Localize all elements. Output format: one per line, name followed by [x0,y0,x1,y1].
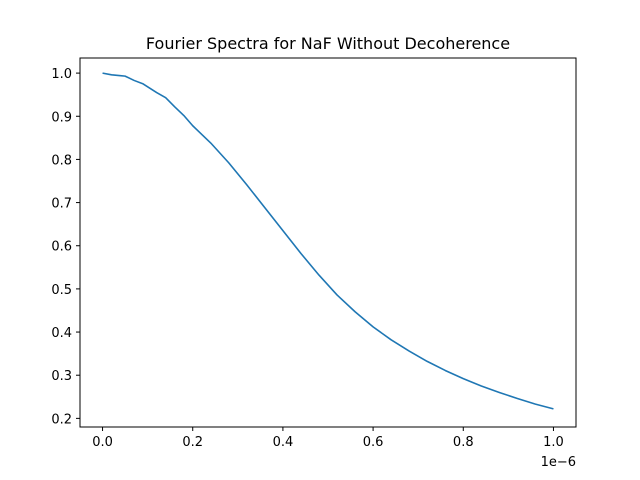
x-tick-label: 1.0 [543,435,564,450]
y-tick-label: 0.9 [51,110,72,125]
y-tick-label: 0.4 [51,326,72,341]
x-tick-label: 0.8 [453,435,474,450]
plot-area: 0.0 0.2 0.4 0.6 0.8 1.0 0.2 0.3 0.4 0.5 0.6 0.7 0.8 0… [51,67,563,450]
y-tick-label: 0.6 [51,240,72,255]
series-line-0 [102,72,554,410]
y-tick-label: 0.3 [51,369,72,384]
y-tick-label: 0.5 [51,283,72,298]
x-tick-label: 0.4 [273,435,294,450]
x-tick-label: 0.2 [182,435,203,450]
chart-title: Fourier Spectra for NaF Without Decohere… [146,34,510,53]
y-tick-label: 0.8 [51,153,72,168]
y-tick-label: 0.2 [51,412,72,427]
y-tick-label: 1.0 [51,67,72,82]
axes-frame [79,57,577,428]
y-tick-label: 0.7 [51,197,72,212]
x-tick-label: 0.6 [363,435,384,450]
x-tick-label: 0.0 [92,435,113,450]
x-offset-label: 1e−6 [541,455,576,470]
